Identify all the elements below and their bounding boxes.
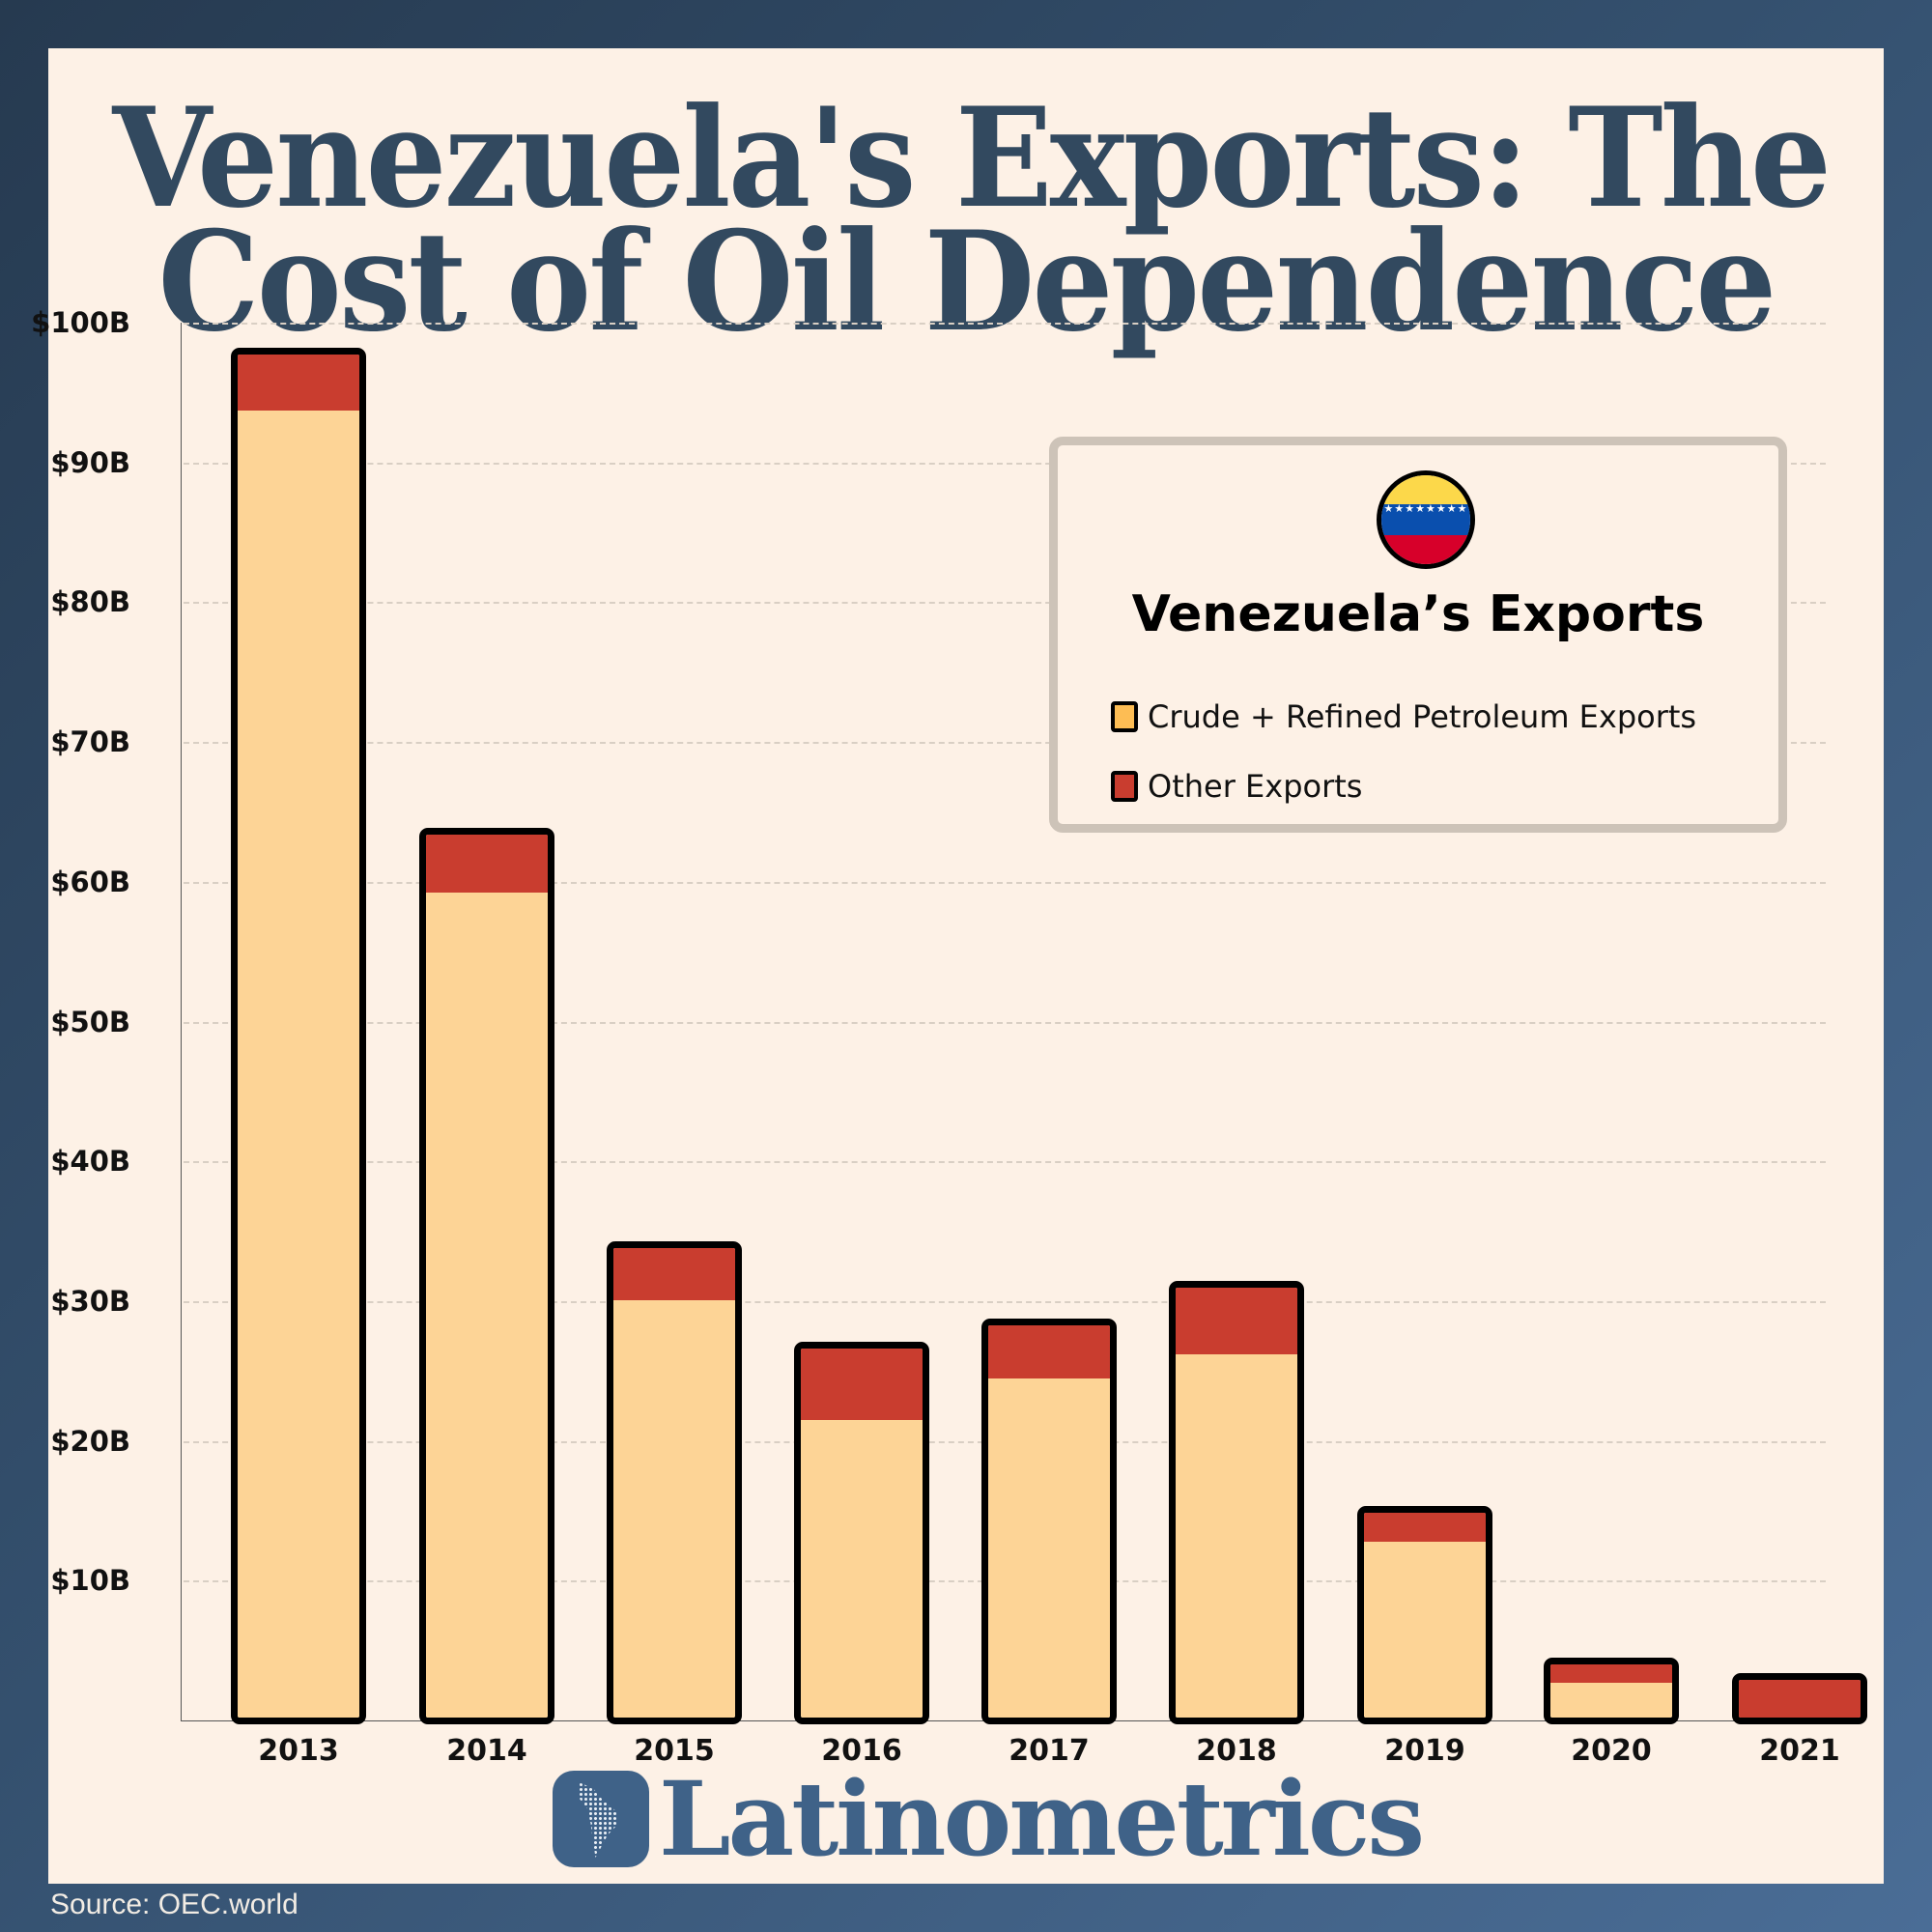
bar-segment-other: [1364, 1512, 1486, 1542]
bar-2018: [1169, 1280, 1304, 1724]
y-tick-label: $10B: [50, 1564, 130, 1598]
gridline: [184, 1161, 1826, 1164]
y-axis-line: [181, 323, 182, 1721]
y-tick-label: $50B: [50, 1005, 130, 1038]
bar-segment-other: [1739, 1680, 1861, 1718]
gridline: [184, 602, 1826, 605]
bar-segment-other: [801, 1349, 923, 1420]
x-tick-label: 2015: [634, 1734, 715, 1768]
stacked-bar-chart: $100B $90B $80B $70B $60B $50B $40B $30B $20B $10…: [31, 48, 1884, 1884]
source-note: Source: OEC.world: [50, 1889, 298, 1920]
legend-item-other: Other Exports: [1111, 768, 1362, 805]
legend-box: ★★★★★★★★ Venezuela’s Exports Crude + Ref…: [1049, 437, 1787, 833]
x-tick-label: 2016: [821, 1734, 902, 1768]
x-tick-label: 2014: [446, 1734, 527, 1768]
legend-label-petroleum: Crude + Refined Petroleum Exports: [1148, 698, 1697, 735]
x-tick-label: 2013: [258, 1734, 339, 1768]
y-tick-label: $100B: [31, 306, 130, 339]
title-line-2: Cost of Oil Dependence: [157, 202, 1776, 362]
bar-segment-other: [613, 1248, 735, 1300]
y-tick-label: $80B: [50, 585, 130, 619]
bar-2014: [419, 827, 554, 1724]
bar-2016: [794, 1342, 929, 1724]
x-tick-label: 2020: [1571, 1734, 1652, 1768]
gridline: [184, 1021, 1826, 1024]
gridline: [184, 742, 1826, 745]
y-tick-label: $90B: [50, 445, 130, 479]
x-tick-label: 2021: [1759, 1734, 1840, 1768]
bar-segment-petroleum: [1364, 1541, 1486, 1718]
latin-america-map-icon: [553, 1771, 649, 1867]
bar-segment-other: [1176, 1287, 1297, 1354]
y-tick-label: $30B: [50, 1284, 130, 1318]
bar-segment-petroleum: [1176, 1353, 1297, 1718]
bar-2021: [1732, 1673, 1867, 1724]
bar-segment-other: [238, 355, 359, 412]
bar-segment-petroleum: [426, 893, 548, 1718]
legend-label-other: Other Exports: [1148, 768, 1363, 805]
bar-segment-petroleum: [238, 411, 359, 1718]
x-tick-label: 2018: [1196, 1734, 1277, 1768]
x-tick-label: 2017: [1009, 1734, 1090, 1768]
bar-2013: [231, 348, 366, 1724]
brand-name: Latinometrics: [659, 1758, 1425, 1879]
gridline: [184, 1300, 1826, 1303]
latinometrics-logo: Latinometrics: [553, 1758, 1425, 1879]
legend-item-petroleum: Crude + Refined Petroleum Exports: [1111, 698, 1696, 735]
venezuela-flag-icon: ★★★★★★★★: [1377, 470, 1475, 569]
page-title: Venezuela's Exports: The Cost of Oil Dep…: [112, 78, 1833, 362]
bar-2020: [1544, 1658, 1679, 1724]
gridline: [184, 881, 1826, 884]
bar-segment-petroleum: [988, 1378, 1110, 1718]
bar-2019: [1357, 1505, 1492, 1724]
y-tick-label: $60B: [50, 865, 130, 898]
title-line-1: Venezuela's Exports: The: [112, 78, 1833, 239]
legend-title: Venezuela’s Exports: [1131, 585, 1705, 643]
bar-2015: [607, 1241, 742, 1724]
y-tick-label: $70B: [50, 725, 130, 759]
bar-segment-petroleum: [801, 1420, 923, 1718]
bar-segment-other: [1550, 1664, 1672, 1684]
bar-segment-petroleum: [1550, 1683, 1672, 1718]
gridline: [184, 323, 1826, 325]
x-tick-label: 2019: [1384, 1734, 1465, 1768]
y-tick-label: $20B: [50, 1424, 130, 1458]
bar-segment-petroleum: [613, 1299, 735, 1718]
legend-swatch-petroleum: [1111, 701, 1138, 732]
bar-segment-other: [988, 1324, 1110, 1378]
bar-segment-other: [426, 834, 548, 894]
chart-card: Venezuela's Exports: The Cost of Oil Dep…: [31, 48, 1884, 1884]
legend-swatch-other: [1111, 771, 1138, 802]
gridline: [184, 462, 1826, 465]
y-tick-label: $40B: [50, 1145, 130, 1179]
bar-2017: [981, 1318, 1117, 1724]
